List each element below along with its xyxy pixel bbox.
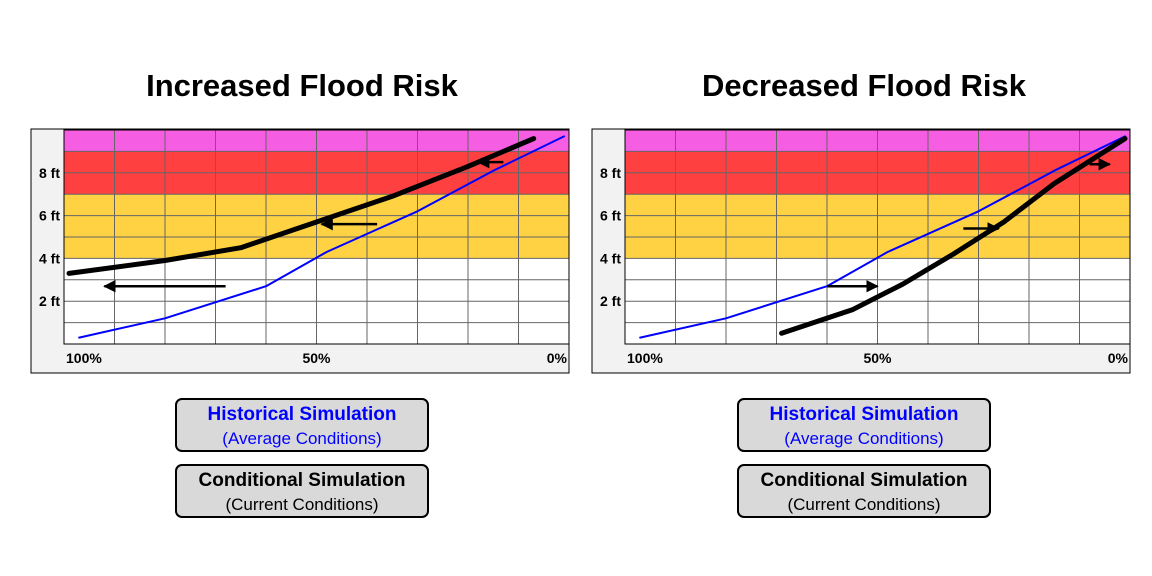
plot-border — [63, 129, 570, 345]
left-legend-historical: Historical Simulation (Average Condition… — [175, 398, 429, 452]
x-tick-label: 100% — [627, 350, 663, 366]
legend-conditional-detail: (Current Conditions) — [787, 495, 941, 514]
legend-historical-name: Historical Simulation — [207, 404, 397, 425]
right-legend-conditional: Conditional Simulation (Current Conditio… — [737, 464, 991, 518]
x-tick-label: 50% — [302, 350, 331, 366]
right-legend-historical: Historical Simulation (Average Condition… — [737, 398, 991, 452]
legend-historical-detail: (Average Conditions) — [222, 429, 382, 448]
y-tick-label: 6 ft — [600, 208, 621, 224]
right-chart-title: Decreased Flood Risk — [702, 68, 1026, 103]
left-chart: 2 ft 4 ft 6 ft 8 ft 100% 50% 0% — [30, 128, 570, 374]
x-tick-label: 100% — [66, 350, 102, 366]
y-tick-label: 8 ft — [600, 165, 621, 181]
y-tick-label: 4 ft — [600, 250, 621, 266]
right-chart: 2 ft 4 ft 6 ft 8 ft 100% 50% 0% — [591, 128, 1131, 374]
y-tick-label: 2 ft — [600, 293, 621, 309]
x-tick-label: 0% — [547, 350, 568, 366]
x-tick-label: 50% — [863, 350, 892, 366]
y-tick-label: 6 ft — [39, 208, 60, 224]
historical-series-line — [78, 135, 565, 339]
y-tick-label: 8 ft — [39, 165, 60, 181]
legend-historical-detail: (Average Conditions) — [784, 429, 944, 448]
left-legend-conditional: Conditional Simulation (Current Conditio… — [175, 464, 429, 518]
left-chart-title: Increased Flood Risk — [146, 68, 458, 103]
legend-conditional-name: Conditional Simulation — [198, 470, 406, 491]
y-tick-label: 2 ft — [39, 293, 60, 309]
legend-conditional-detail: (Current Conditions) — [225, 495, 379, 514]
historical-series-line — [639, 135, 1126, 339]
plot-border — [624, 129, 1131, 345]
y-tick-label: 4 ft — [39, 250, 60, 266]
x-tick-label: 0% — [1108, 350, 1129, 366]
legend-historical-name: Historical Simulation — [769, 404, 959, 425]
conditional-series-line — [779, 136, 1128, 336]
legend-conditional-name: Conditional Simulation — [760, 470, 968, 491]
conditional-series-line — [66, 136, 537, 276]
